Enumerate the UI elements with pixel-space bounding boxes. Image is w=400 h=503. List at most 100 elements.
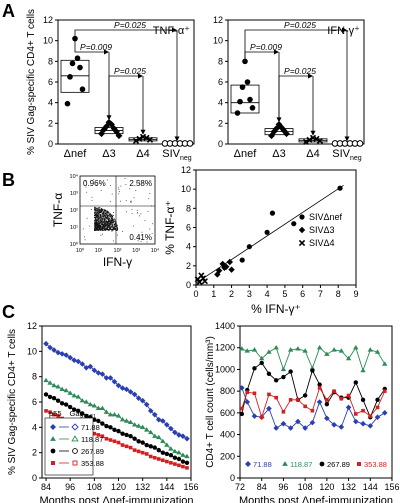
event-dot bbox=[96, 207, 98, 209]
data-point bbox=[302, 138, 310, 145]
event-dot bbox=[99, 214, 101, 216]
data-point bbox=[382, 361, 388, 366]
y-axis-label: % SIV Gag-specific CD4+ T cells bbox=[7, 329, 18, 475]
data-point bbox=[245, 390, 250, 395]
event-dot bbox=[97, 211, 99, 213]
event-dot bbox=[152, 223, 154, 225]
event-dot bbox=[106, 215, 108, 217]
data-point bbox=[353, 418, 359, 425]
data-point bbox=[143, 134, 150, 141]
data-point bbox=[67, 354, 73, 361]
data-point bbox=[87, 401, 94, 407]
x-category-label: Δ4 bbox=[136, 148, 149, 160]
event-dot bbox=[105, 220, 107, 222]
legend-marker bbox=[50, 436, 56, 441]
comparison-bracket bbox=[108, 75, 141, 120]
comparison-bracket bbox=[74, 35, 107, 53]
data-point bbox=[123, 386, 130, 393]
event-dot bbox=[114, 226, 116, 228]
event-dot bbox=[99, 228, 101, 230]
legend-label: 71.88 bbox=[253, 460, 272, 469]
data-point bbox=[80, 411, 85, 416]
event-dot bbox=[111, 225, 113, 227]
data-point bbox=[288, 398, 293, 402]
event-dot bbox=[98, 228, 100, 230]
x-category-sub: neg bbox=[350, 155, 362, 162]
y-tick-label: 4 bbox=[48, 98, 53, 108]
event-dot bbox=[114, 219, 116, 221]
event-dot bbox=[110, 223, 112, 225]
event-dot bbox=[96, 220, 98, 222]
y-tick-label: 10¹ bbox=[70, 225, 78, 231]
event-dot bbox=[100, 210, 102, 212]
event-dot bbox=[90, 209, 92, 211]
data-point bbox=[115, 382, 122, 389]
event-dot bbox=[108, 218, 109, 220]
data-point bbox=[288, 369, 293, 374]
event-dot bbox=[111, 220, 113, 222]
data-point bbox=[324, 351, 330, 356]
comparison-arrow bbox=[172, 27, 177, 33]
event-dot bbox=[103, 218, 105, 220]
legend-marker bbox=[319, 461, 325, 467]
event-dot bbox=[110, 227, 111, 229]
event-dot bbox=[130, 202, 132, 204]
event-dot bbox=[109, 217, 110, 219]
event-dot bbox=[109, 218, 111, 220]
event-dot bbox=[138, 238, 140, 240]
y-tick-label: 12 bbox=[181, 165, 191, 175]
event-dot bbox=[110, 219, 112, 221]
event-dot bbox=[98, 210, 100, 212]
data-point bbox=[152, 445, 157, 450]
data-point bbox=[280, 366, 287, 372]
event-dot bbox=[105, 229, 107, 231]
x-axis-label: % IFN-γ⁺ bbox=[251, 302, 301, 316]
data-point bbox=[242, 58, 248, 65]
data-point bbox=[140, 440, 145, 445]
y-tick-label: 6 bbox=[218, 77, 223, 87]
event-dot bbox=[101, 228, 103, 230]
event-dot bbox=[99, 224, 101, 226]
event-dot bbox=[97, 217, 99, 219]
data-point bbox=[302, 425, 308, 431]
event-dot bbox=[95, 224, 97, 225]
event-dot bbox=[99, 217, 101, 219]
event-dot bbox=[94, 222, 96, 224]
y-tick-label: 6 bbox=[48, 77, 53, 87]
y-tick-label: 800 bbox=[220, 386, 235, 396]
event-dot bbox=[109, 219, 111, 221]
event-dot bbox=[110, 184, 111, 186]
event-dot bbox=[96, 225, 98, 227]
data-point bbox=[201, 278, 208, 285]
event-dot bbox=[97, 210, 99, 212]
data-point bbox=[281, 409, 286, 414]
event-dot bbox=[146, 241, 148, 243]
event-dot bbox=[104, 216, 106, 218]
data-point bbox=[274, 395, 278, 400]
data-point bbox=[67, 390, 73, 395]
data-point bbox=[337, 185, 343, 191]
data-point bbox=[100, 434, 105, 438]
comparison-arrow bbox=[274, 49, 279, 55]
event-dot bbox=[94, 213, 96, 215]
data-point bbox=[156, 447, 161, 453]
data-point bbox=[144, 427, 150, 432]
event-dot bbox=[96, 224, 98, 226]
event-dot bbox=[94, 209, 96, 211]
x-category-sub: neg bbox=[180, 155, 192, 162]
event-dot bbox=[104, 224, 106, 225]
x-tick-label: 3 bbox=[247, 289, 252, 299]
event-dot bbox=[84, 180, 86, 182]
data-point bbox=[176, 456, 182, 462]
event-dot bbox=[103, 218, 105, 220]
data-point bbox=[244, 79, 251, 85]
event-dot bbox=[106, 210, 108, 212]
data-point bbox=[124, 444, 129, 449]
event-dot bbox=[96, 214, 98, 216]
x-tick-label: 84 bbox=[41, 482, 51, 492]
event-dot bbox=[111, 224, 113, 226]
event-dot bbox=[102, 217, 104, 219]
data-point bbox=[127, 419, 134, 424]
data-point bbox=[239, 84, 246, 90]
event-dot bbox=[107, 226, 109, 228]
